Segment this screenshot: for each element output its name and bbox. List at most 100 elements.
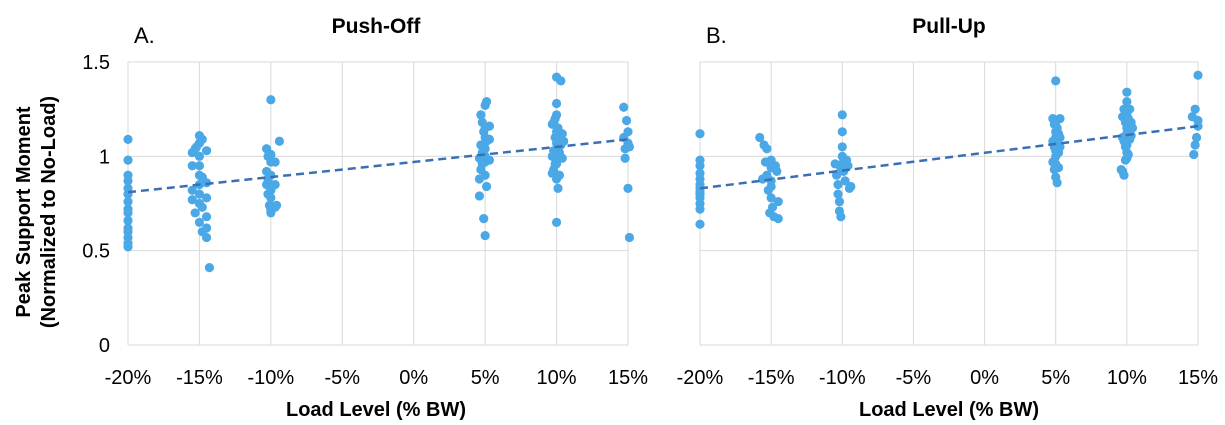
panel-a-data-point [123,197,133,207]
panel-a-trendline [127,138,629,194]
panel-a-x-tick-label: 15% [608,367,648,389]
panel-b-title: Pull-Up [912,15,986,38]
panel-a-data-point [484,121,495,131]
panel-a-data-point [551,159,562,169]
panel-b-data-point [846,181,856,192]
panel-b-letter: B. [706,23,727,48]
panel-b-data-point [772,166,782,177]
panel-a-x-tick-label: 10% [537,367,577,389]
panel-a-data-point [620,153,630,163]
panel-a-data-point [194,151,205,161]
panel-b-x-tick-label: -20% [677,367,724,389]
panel-b-data-point [755,132,765,143]
panel-a-data-point [551,217,562,227]
panel-a-data-point [557,153,567,163]
panel-b-data-point [840,176,850,186]
panel-b-data-point [1053,163,1064,173]
panel-b-data-point [767,202,778,212]
panel-a-data-point [621,115,632,126]
panel-b-pull-up: B. Pull-Up Load Level (% BW) -20% -15% -10… [677,15,1219,421]
panel-b-data-point [830,159,840,169]
panel-b-data-point [843,161,853,171]
panel-a-data-point [559,136,569,146]
panel-b-data-point [762,144,772,154]
panel-b-data-point [837,127,847,137]
panel-a-data-point [266,149,276,160]
panel-b-x-tick-label: 10% [1107,367,1147,389]
panel-a-x-tick-label: -15% [176,367,223,389]
panel-b-data-point [695,129,705,139]
panel-a-points [123,72,635,273]
panel-a-letter: A. [134,23,155,48]
panel-b-data-point [695,219,705,229]
panel-a-data-point [551,110,562,120]
panel-b-data-point [1055,114,1065,124]
panel-b-x-tick-label: -5% [896,367,932,389]
panel-a-data-point [274,136,285,146]
panel-a-data-point [480,144,490,154]
panel-b-data-point [1055,142,1065,152]
panel-a-data-point [481,181,492,192]
panel-a-data-point [187,185,197,195]
panel-a-data-point [201,146,212,156]
panel-a-data-point [619,102,629,112]
panel-b-data-point [773,197,783,207]
panel-a-data-point [557,129,567,139]
panel-b-points [695,70,1203,229]
panel-b-data-point [1127,123,1138,133]
panel-a-data-point [624,232,635,243]
panel-a-data-point [201,212,212,222]
panel-a-data-point [556,76,566,86]
panel-b-data-point [1122,87,1132,97]
panel-a-data-point [197,202,207,212]
y-axis-label-line1: Peak Support Moment [13,106,35,317]
panel-b-gridlines [699,61,1199,346]
panel-a-data-point [484,155,495,165]
panel-b-data-point [1123,149,1133,160]
panel-b-data-point [1055,132,1065,143]
panel-b-data-point [1189,149,1199,160]
panel-a-data-point [194,161,205,171]
panel-b-data-point [695,161,705,171]
panel-a-y-tick-label: 1 [99,146,110,168]
panel-b-data-point [833,189,843,199]
panel-a-data-point [123,242,133,252]
panel-a-data-point [197,134,207,144]
panel-a-x-tick-label: 5% [471,367,500,389]
panel-b-x-tick-label: 0% [970,367,999,389]
panel-a-data-point [623,183,633,194]
panel-a-data-point [123,208,133,218]
panel-b-x-tick-label: -15% [748,367,795,389]
panel-a-data-point [551,98,562,109]
panel-a-data-point [481,97,492,107]
panel-b-data-point [1125,104,1135,114]
panel-a-data-point [480,170,490,180]
panel-a-data-point [123,155,133,165]
panel-b-x-tick-label: 5% [1041,367,1070,389]
panel-b-data-point [773,213,783,224]
panel-b-x-tick-label: 15% [1178,367,1218,389]
panel-b-data-point [1051,76,1061,86]
panel-a-data-point [266,193,276,203]
panel-a-data-point [484,134,495,144]
panel-a-y-tick-label: 0.5 [82,241,110,263]
panel-b-data-point [1119,170,1129,180]
panel-a-data-point [123,215,133,226]
panel-a-data-point [266,170,276,180]
panel-a-x-tick-label: -5% [324,367,360,389]
y-axis-label: Peak Support Moment (Normalized to No-Lo… [13,96,60,328]
panel-b-data-point [837,142,847,152]
panel-a-data-point [271,200,282,210]
panel-a-y-tick-label: 0 [99,335,110,357]
panel-b-x-axis-label: Load Level (% BW) [859,399,1039,421]
panel-b-data-point [837,110,847,120]
panel-a-data-point [190,208,200,218]
panel-b-data-point [1052,178,1062,188]
panel-b-data-point [1191,132,1202,143]
panel-a-data-point [624,142,635,152]
panel-a-x-tick-label: -20% [105,367,152,389]
panel-b-data-point [1190,104,1200,114]
panel-b-data-point [766,193,776,203]
panel-a-data-point [201,232,212,243]
